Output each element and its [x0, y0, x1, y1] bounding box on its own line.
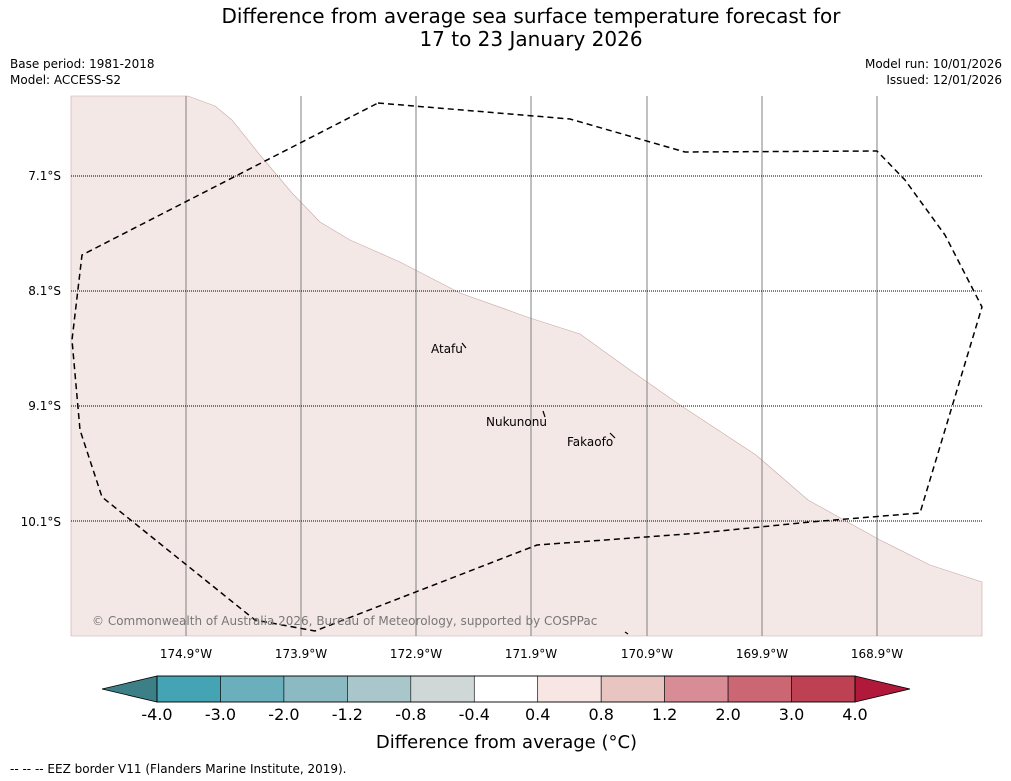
base-period: Base period: 1981-2018: [10, 57, 155, 71]
colorbar-box: [664, 675, 729, 703]
eez-footnote: -- -- -- EEZ border V11 (Flanders Marine…: [10, 762, 347, 776]
colorbar-tick-label: -4.0: [141, 705, 173, 724]
eez-border: [71, 102, 983, 632]
longitude-grid: [185, 96, 878, 636]
colorbar-box: [283, 675, 348, 703]
colorbar-under-arrow: [101, 675, 158, 703]
lat-label-7-1: 7.1°S: [28, 169, 61, 183]
meta-left: Base period: 1981-2018 Model: ACCESS-S2: [10, 56, 155, 88]
lon-label-170-9: 170.9°W: [620, 647, 674, 661]
title-line-1: Difference from average sea surface temp…: [221, 4, 841, 28]
colorbar-box: [537, 675, 602, 703]
meta-right: Model run: 10/01/2026 Issued: 12/01/2026: [865, 56, 1002, 88]
colorbar-tick-label: 0.4: [524, 705, 551, 724]
colorbar-tick-label: 4.0: [842, 705, 868, 724]
colorbar-box: [410, 675, 475, 703]
map-title: Difference from average sea surface temp…: [0, 5, 1011, 51]
anomaly-region: [70, 95, 983, 637]
lat-label-9-1: 9.1°S: [28, 399, 61, 413]
colorbar-tick-label: 2.0: [715, 705, 741, 724]
model-name: Model: ACCESS-S2: [10, 73, 122, 87]
colorbar-box: [347, 675, 412, 703]
lat-label-8-1: 8.1°S: [28, 284, 61, 298]
colorbar-tick-label: -2.0: [268, 705, 300, 724]
lon-label-169-9: 169.9°W: [735, 647, 789, 661]
colorbar-tick-label: -0.8: [395, 705, 427, 724]
model-run: Model run: 10/01/2026: [864, 57, 1002, 71]
colorbar-tick-label: 0.8: [588, 705, 614, 724]
colorbar-over-arrow: [854, 675, 911, 703]
lon-label-172-9: 172.9°W: [389, 647, 443, 661]
colorbar-tick-label: -3.0: [204, 705, 237, 724]
place-atafu: Atafu: [431, 342, 463, 356]
island-marks: [461, 342, 629, 635]
colorbar: [101, 675, 911, 703]
colorbar-box: [600, 675, 665, 703]
colorbar-box: [156, 675, 221, 703]
colorbar-tick-label: -1.2: [331, 705, 363, 724]
issued-date: Issued: 12/01/2026: [886, 73, 1002, 87]
lon-label-174-9: 174.9°W: [159, 647, 213, 661]
colorbar-box: [473, 675, 539, 703]
colorbar-frame: [156, 675, 856, 703]
colorbar-box: [220, 675, 285, 703]
colorbar-tick-label: 3.0: [778, 705, 805, 724]
lat-label-10-1: 10.1°S: [20, 515, 61, 529]
colorbar-tick-label: -0.4: [458, 705, 490, 724]
title-line-2: 17 to 23 January 2026: [419, 27, 643, 51]
lon-label-173-9: 173.9°W: [274, 647, 328, 661]
colorbar-label: Difference from average (°C): [375, 732, 638, 753]
lon-label-171-9: 171.9°W: [504, 647, 558, 661]
place-nukunonu: Nukunonu: [486, 415, 547, 429]
copyright-notice: © Commonwealth of Australia 2026, Bureau…: [92, 614, 598, 628]
colorbar-box: [791, 675, 856, 703]
place-fakaofo: Fakaofo: [567, 435, 614, 449]
colorbar-tick-label: 1.2: [651, 705, 678, 724]
lon-label-168-9: 168.9°W: [850, 647, 904, 661]
colorbar-box: [727, 675, 792, 703]
